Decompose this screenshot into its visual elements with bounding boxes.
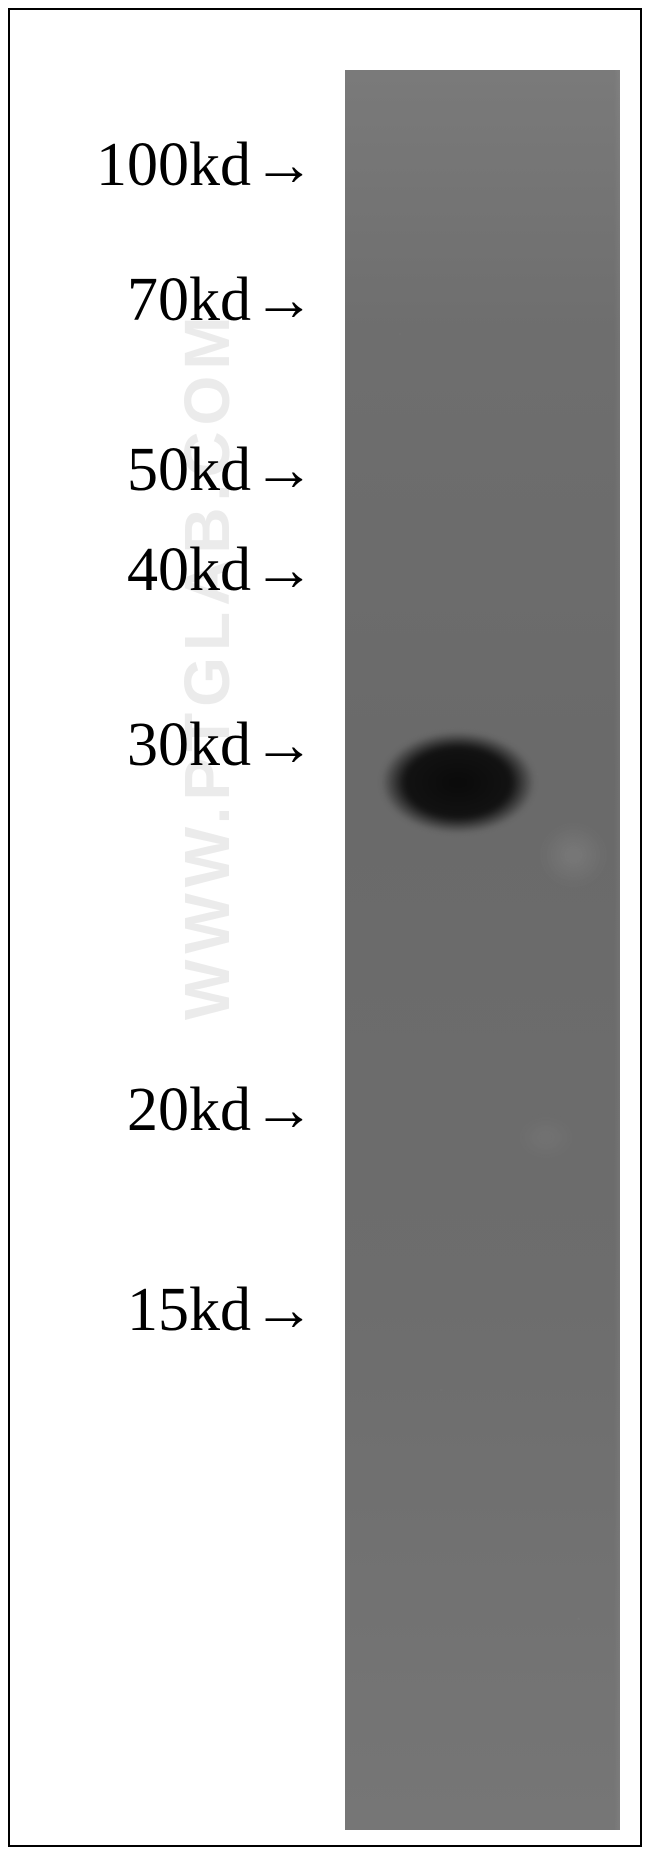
mw-marker-label: 100kd (96, 134, 251, 196)
arrow-right-icon: → (253, 1079, 315, 1141)
mw-marker-label: 20kd (127, 1079, 251, 1141)
blot-lane (345, 70, 620, 1830)
mw-marker: 30kd→ (127, 714, 315, 776)
lane-smudge (532, 815, 615, 895)
watermark-text: WWW.PTGLAB.COM (170, 310, 244, 1020)
image-frame: WWW.PTGLAB.COM 100kd→70kd→50kd→40kd→30kd… (8, 8, 642, 1847)
mw-marker: 70kd→ (127, 269, 315, 331)
mw-marker-label: 15kd (127, 1279, 251, 1341)
arrow-right-icon: → (253, 439, 315, 501)
mw-marker: 15kd→ (127, 1279, 315, 1341)
arrow-right-icon: → (253, 1279, 315, 1341)
mw-marker: 20kd→ (127, 1079, 315, 1141)
arrow-right-icon: → (253, 539, 315, 601)
mw-marker: 40kd→ (127, 539, 315, 601)
arrow-right-icon: → (253, 269, 315, 331)
arrow-right-icon: → (253, 714, 315, 776)
mw-marker-label: 50kd (127, 439, 251, 501)
mw-marker-label: 70kd (127, 269, 251, 331)
mw-marker-label: 30kd (127, 714, 251, 776)
lane-noise (345, 70, 620, 1830)
mw-marker-label: 40kd (127, 539, 251, 601)
mw-marker: 100kd→ (96, 134, 315, 196)
lane-smudge (510, 1110, 582, 1165)
arrow-right-icon: → (253, 134, 315, 196)
mw-marker: 50kd→ (127, 439, 315, 501)
